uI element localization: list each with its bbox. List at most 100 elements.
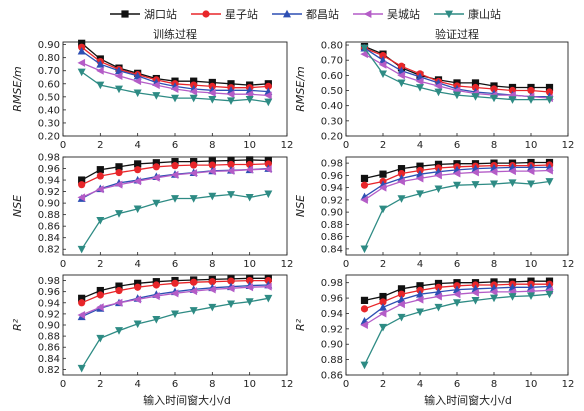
x-tick-label: 8 bbox=[209, 140, 215, 151]
data-point bbox=[190, 77, 198, 85]
data-point bbox=[133, 295, 142, 304]
x-tick-label: 6 bbox=[172, 379, 178, 390]
data-point bbox=[397, 71, 405, 80]
series-line bbox=[363, 180, 550, 250]
data-point bbox=[171, 162, 179, 170]
y-tick-label: 0.86 bbox=[38, 343, 60, 354]
x-tick-label: 6 bbox=[172, 259, 178, 270]
y-tick-label: 0.40 bbox=[321, 101, 343, 112]
data-point bbox=[171, 310, 179, 319]
y-axis-label: RMSE/m bbox=[294, 66, 307, 112]
y-tick-label: 0.94 bbox=[38, 176, 60, 187]
legend-marker-0 bbox=[121, 10, 129, 18]
data-point bbox=[434, 279, 443, 288]
data-point bbox=[471, 181, 480, 189]
data-point bbox=[246, 156, 254, 164]
data-point bbox=[397, 285, 406, 293]
data-point bbox=[226, 90, 235, 99]
x-tick-label: 0 bbox=[60, 140, 66, 151]
data-point bbox=[189, 287, 198, 296]
y-axis-label: R² bbox=[11, 318, 24, 331]
legend-marker-1 bbox=[202, 10, 210, 18]
data-point bbox=[453, 91, 461, 100]
y-tick-label: 0.40 bbox=[38, 105, 60, 116]
x-tick-label: 4 bbox=[417, 379, 423, 390]
data-point bbox=[416, 190, 424, 198]
data-point bbox=[434, 303, 443, 312]
data-point bbox=[360, 195, 368, 204]
y-tick-label: 0.96 bbox=[38, 287, 60, 298]
data-point bbox=[78, 39, 86, 47]
legend-label-4: 康山站 bbox=[468, 7, 501, 21]
data-point bbox=[397, 169, 406, 178]
data-point bbox=[77, 68, 86, 77]
data-point bbox=[227, 191, 235, 199]
data-point bbox=[489, 167, 498, 176]
x-tick-label: 0 bbox=[60, 379, 66, 390]
data-point bbox=[96, 185, 104, 194]
y-tick-label: 0.70 bbox=[38, 66, 60, 77]
data-point bbox=[208, 285, 216, 294]
data-point bbox=[471, 93, 480, 101]
panel-title: 训练过程 bbox=[153, 27, 197, 41]
y-tick-label: 0.92 bbox=[321, 195, 343, 206]
data-point bbox=[189, 195, 198, 203]
data-point bbox=[471, 168, 479, 177]
data-point bbox=[245, 96, 254, 104]
data-point bbox=[508, 96, 517, 104]
data-point bbox=[208, 192, 217, 201]
y-tick-label: 0.86 bbox=[321, 371, 343, 382]
panel-1: 0.20 0.30 0.40 0.50 0.60 0.70 0.80 0 2 4 6 8 10 12 RMS… bbox=[294, 27, 574, 151]
data-point bbox=[397, 79, 406, 88]
y-tick-label: 0.98 bbox=[321, 278, 343, 289]
y-tick-label: 0.20 bbox=[38, 132, 60, 143]
y-tick-label: 0.88 bbox=[321, 220, 343, 231]
data-point bbox=[171, 158, 179, 166]
legend-entry-2: 都昌站 bbox=[272, 7, 339, 21]
data-point bbox=[96, 303, 104, 312]
series-3 bbox=[77, 282, 272, 319]
data-point bbox=[133, 89, 142, 98]
y-tick-label: 0.80 bbox=[38, 53, 60, 64]
data-point bbox=[264, 82, 272, 90]
panels: 0.20 0.30 0.40 0.50 0.60 0.70 0.80 0.90 0 2 4 6 8 10 1… bbox=[11, 27, 574, 390]
data-point bbox=[264, 276, 272, 285]
y-tick-label: 0.80 bbox=[321, 41, 343, 52]
data-point bbox=[526, 167, 535, 176]
data-point bbox=[264, 98, 273, 107]
legend-label-2: 都昌站 bbox=[306, 7, 339, 21]
x-tick-label: 0 bbox=[343, 140, 349, 151]
y-tick-label: 0.90 bbox=[321, 208, 343, 219]
y-tick-label: 0.92 bbox=[321, 324, 343, 335]
legend-entry-0: 湖口站 bbox=[110, 7, 177, 21]
data-point bbox=[378, 309, 387, 318]
data-point bbox=[78, 299, 86, 307]
data-point bbox=[246, 160, 254, 169]
y-tick-label: 0.96 bbox=[321, 171, 343, 182]
panel-0: 0.20 0.30 0.40 0.50 0.60 0.70 0.80 0.90 0 2 4 6 8 10 1… bbox=[11, 27, 293, 151]
data-point bbox=[245, 165, 254, 174]
data-point bbox=[170, 170, 179, 179]
data-point bbox=[434, 171, 442, 180]
y-tick-label: 0.98 bbox=[38, 276, 60, 287]
data-point bbox=[360, 245, 369, 254]
data-point bbox=[490, 94, 498, 103]
data-point bbox=[264, 91, 272, 100]
y-tick-label: 0.88 bbox=[321, 355, 343, 366]
x-tick-label: 6 bbox=[454, 379, 460, 390]
x-tick-label: 12 bbox=[281, 379, 294, 390]
x-tick-label: 10 bbox=[243, 140, 256, 151]
y-tick-label: 0.90 bbox=[38, 321, 60, 332]
x-tick-label: 0 bbox=[343, 259, 349, 270]
data-point bbox=[133, 71, 142, 80]
data-point bbox=[190, 278, 198, 286]
data-point bbox=[490, 85, 498, 93]
data-point bbox=[379, 205, 387, 214]
y-tick-label: 0.60 bbox=[38, 79, 60, 90]
data-point bbox=[115, 85, 123, 94]
data-point bbox=[77, 46, 86, 55]
data-point bbox=[96, 291, 104, 299]
y-tick-label: 0.98 bbox=[321, 159, 343, 170]
y-tick-label: 0.94 bbox=[321, 183, 343, 194]
